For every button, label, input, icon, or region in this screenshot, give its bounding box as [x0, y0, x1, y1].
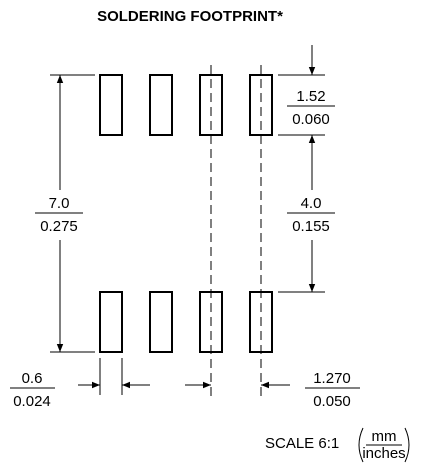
- dimension-inches: 0.060: [292, 111, 330, 128]
- dimension-mm: 1.270: [313, 370, 351, 387]
- bracket: [404, 427, 410, 463]
- pads: [99, 74, 273, 353]
- dimension-lines: [10, 45, 360, 395]
- dimension-inches: 0.155: [292, 218, 330, 235]
- dimension-mm: 1.52: [296, 88, 325, 105]
- dimension-inches: 0.024: [13, 393, 51, 410]
- unit-top: mm: [372, 428, 397, 445]
- unit-bottom: inches: [362, 445, 405, 462]
- dimension-mm: 4.0: [301, 195, 322, 212]
- title: SOLDERING FOOTPRINT*: [97, 8, 283, 25]
- dimension-inches: 0.275: [40, 218, 78, 235]
- dimension-mm: 7.0: [49, 195, 70, 212]
- dimension-mm: 0.6: [22, 370, 43, 387]
- bracket: [358, 427, 364, 463]
- dimension-inches: 0.050: [313, 393, 351, 410]
- scale: SCALE 6:1: [265, 435, 339, 452]
